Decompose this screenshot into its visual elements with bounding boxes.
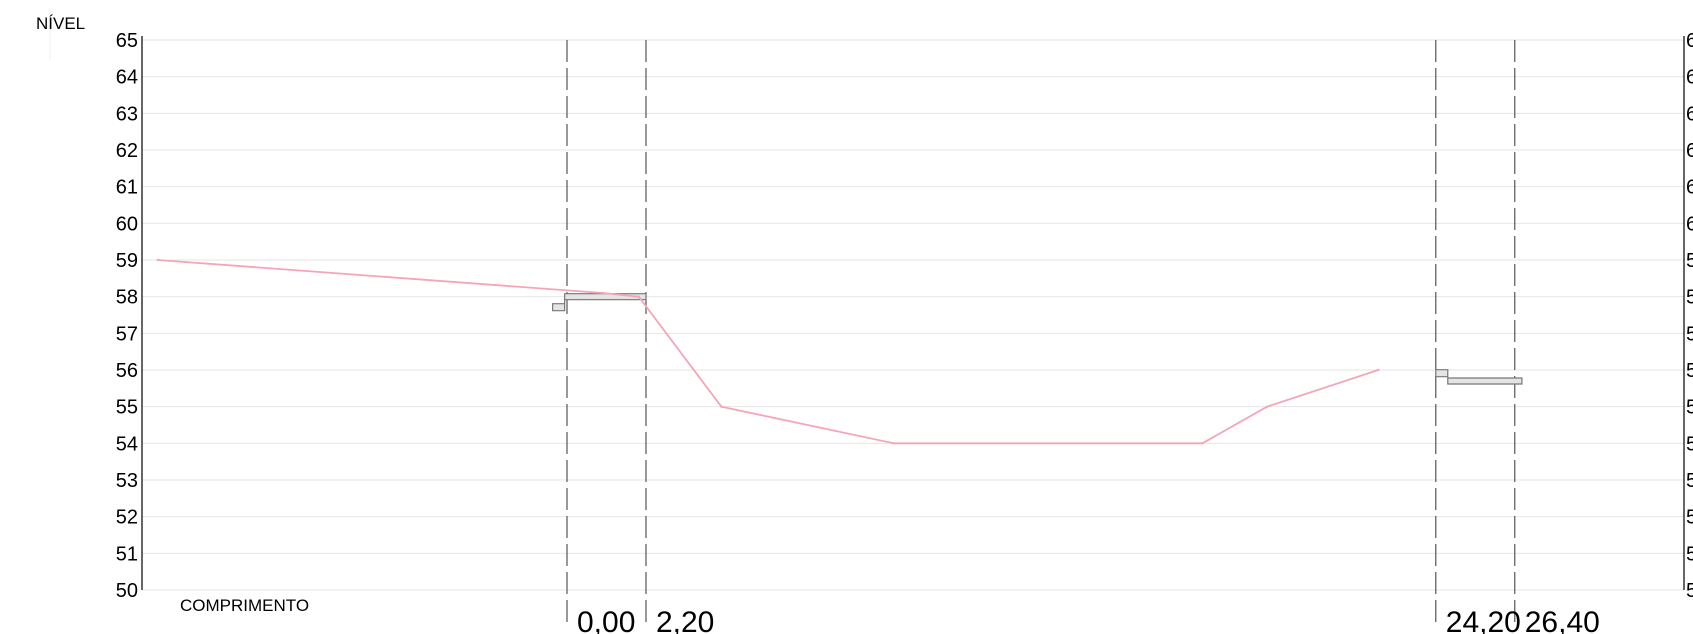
- station-label-0,00: 0,00: [577, 606, 635, 634]
- x-axis-title: COMPRIMENTO: [180, 596, 309, 615]
- y-tick-right-60: 60: [1686, 213, 1693, 235]
- y-tick-left-62: 62: [116, 140, 138, 162]
- profile-point-2: [637, 295, 640, 298]
- profile-point-0: [156, 258, 159, 262]
- y-tick-right-50: 50: [1686, 580, 1693, 602]
- y-tick-right-59: 59: [1686, 250, 1693, 272]
- y-tick-left-64: 64: [116, 67, 138, 89]
- station-label-2,20: 2,20: [656, 606, 714, 634]
- y-tick-right-56: 56: [1686, 360, 1693, 382]
- y-tick-right-57: 57: [1686, 323, 1693, 345]
- structures: [552, 293, 1523, 385]
- y-tick-right-51: 51: [1686, 543, 1693, 565]
- y-tick-left-51: 51: [116, 543, 138, 565]
- y-tick-left-50: 50: [116, 580, 138, 602]
- y-tick-right-52: 52: [1686, 507, 1693, 529]
- y-tick-left-59: 59: [116, 250, 138, 272]
- y-tick-left-52: 52: [116, 507, 138, 529]
- y-tick-right-61: 61: [1686, 177, 1693, 199]
- y-tick-right-53: 53: [1686, 470, 1693, 492]
- y-axis-title: NÍVEL: [36, 14, 85, 33]
- profile-point-5: [1201, 442, 1204, 445]
- gridlines: [142, 39, 1684, 591]
- y-tick-right-58: 58: [1686, 287, 1693, 309]
- y-tick-right-62: 62: [1686, 140, 1693, 162]
- y-tick-left-55: 55: [116, 397, 138, 419]
- structure-left-step: [552, 293, 647, 312]
- y-tick-left-54: 54: [116, 433, 138, 455]
- station-guides: [566, 40, 1516, 624]
- y-tick-left-56: 56: [116, 360, 138, 382]
- profile-point-4: [892, 442, 895, 445]
- y-tick-left-57: 57: [116, 323, 138, 345]
- station-labels: 0,00 2,20 24,20 26,40: [577, 606, 1600, 634]
- terrain-profile-line: [157, 259, 1379, 445]
- profile-point-3: [720, 405, 723, 408]
- y-tick-left-61: 61: [116, 177, 138, 199]
- y-tick-right-63: 63: [1686, 103, 1693, 125]
- y-tick-right-65: 65: [1686, 30, 1693, 52]
- y-tick-labels-left: 50 51 52 53 54 55 56 57 58 59 60 61 62 63 64 65: [116, 30, 138, 602]
- y-tick-right-64: 64: [1686, 67, 1693, 89]
- axes: [49, 8, 1685, 590]
- y-tick-right-55: 55: [1686, 397, 1693, 419]
- y-tick-left-65: 65: [116, 30, 138, 52]
- structure-right-step: [1435, 369, 1523, 385]
- y-tick-labels-right: 50 51 52 53 54 55 56 57 58 59 60 61 62 63 64 65: [1686, 30, 1693, 602]
- station-label-24,20: 24,20: [1446, 606, 1521, 634]
- y-tick-left-63: 63: [116, 103, 138, 125]
- y-tick-left-60: 60: [116, 213, 138, 235]
- y-tick-left-58: 58: [116, 287, 138, 309]
- y-tick-right-54: 54: [1686, 433, 1693, 455]
- profile-point-7: [1377, 368, 1380, 372]
- profile-point-1: [601, 291, 605, 295]
- profile-point-6: [1265, 405, 1269, 408]
- y-tick-left-53: 53: [116, 470, 138, 492]
- station-label-26,40: 26,40: [1525, 606, 1600, 634]
- series-layer: [156, 258, 1380, 445]
